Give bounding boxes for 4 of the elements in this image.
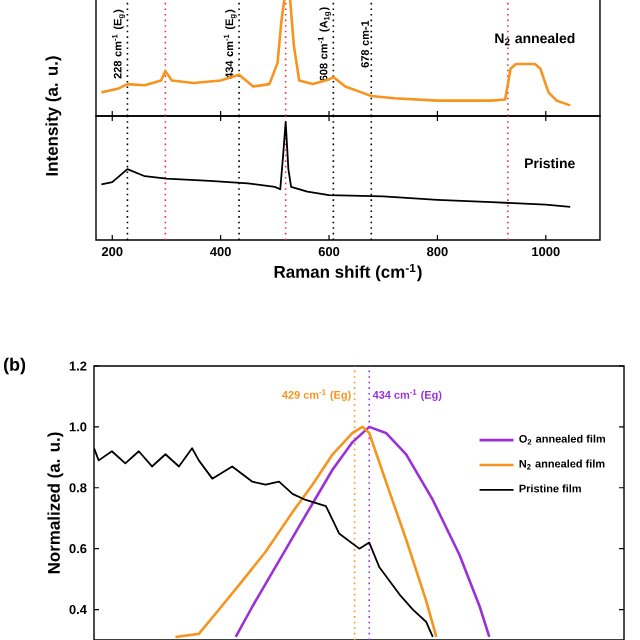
text: (b) [4,357,26,375]
y-axis-title: Intensity (a. u.) [45,56,62,176]
y-axis-title: Normalized (a. u.) [47,432,64,574]
x-axis-title: Raman shift (cm$^{-1}$) [274,263,422,282]
